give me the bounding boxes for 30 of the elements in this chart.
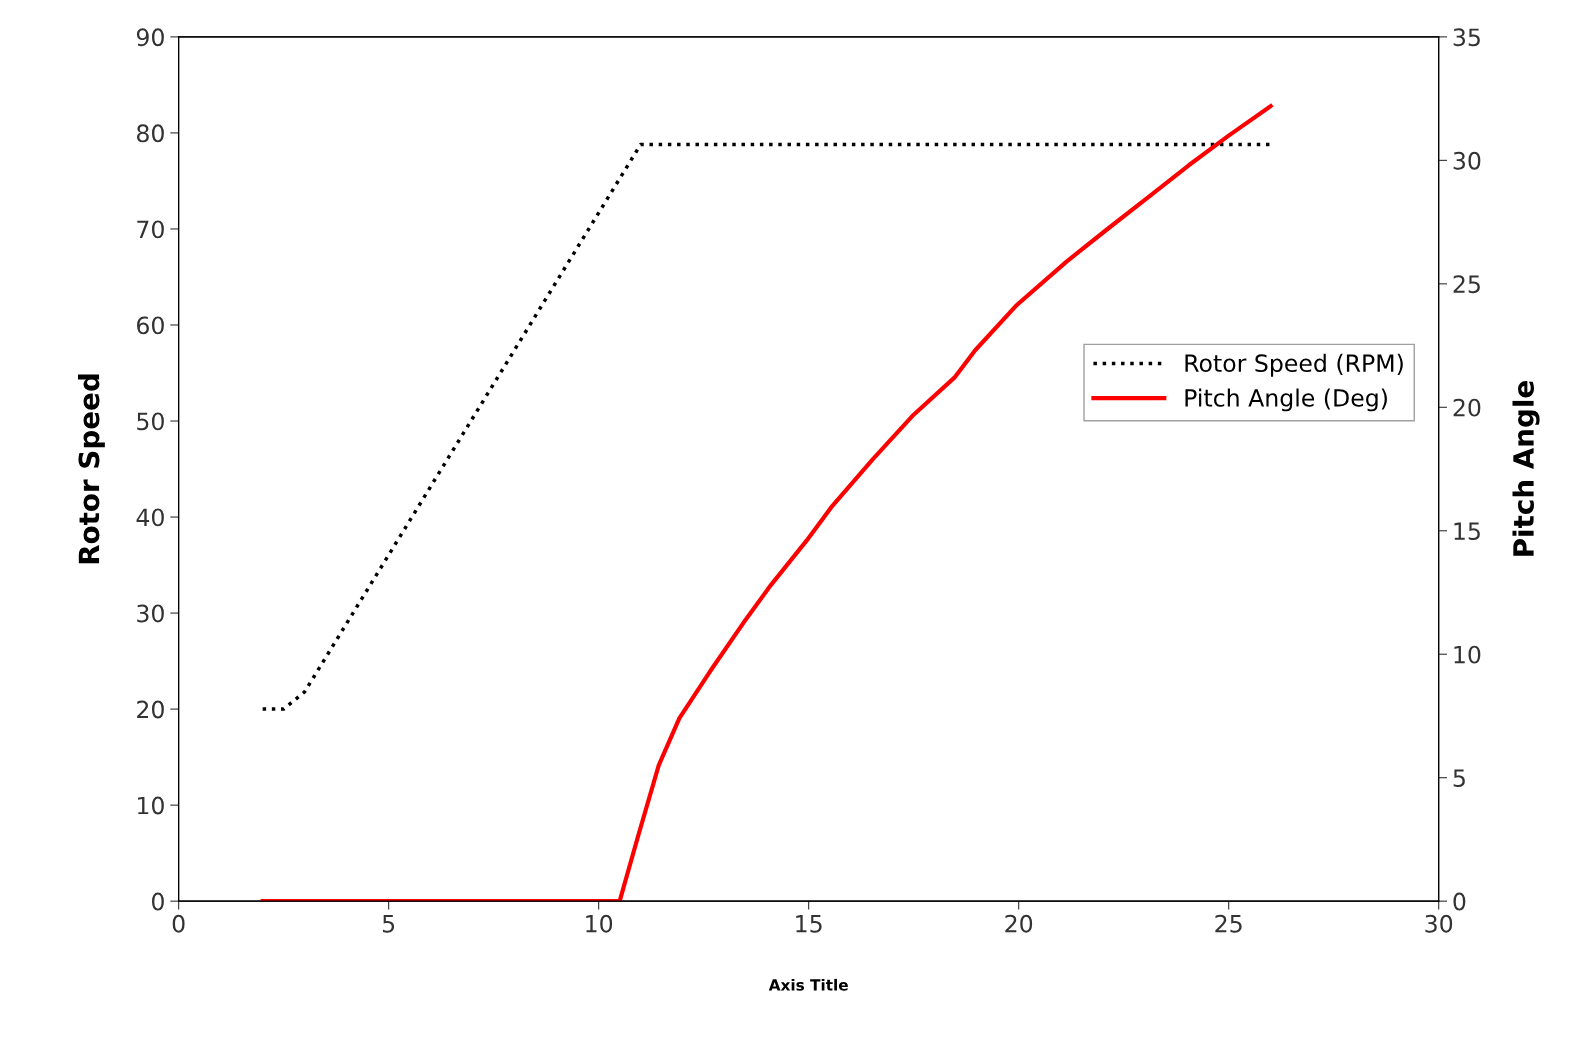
x-tick-label: 10 bbox=[586, 914, 613, 933]
legend-label: Rotor Speed (RPM) bbox=[1185, 353, 1403, 377]
legend-label: Pitch Angle (Deg) bbox=[1185, 388, 1387, 412]
x-axis-title: Axis Title bbox=[768, 978, 848, 991]
y2-tick-label: 0 bbox=[1453, 892, 1466, 911]
y-tick-label: 90 bbox=[136, 28, 164, 47]
y2-tick-label: 20 bbox=[1453, 398, 1481, 417]
y2-tick-label: 15 bbox=[1454, 522, 1480, 541]
x-tick-label: 0 bbox=[172, 914, 185, 933]
x-tick-label: 20 bbox=[1005, 914, 1033, 933]
x-tick-label: 5 bbox=[382, 915, 395, 933]
y2-axis-title: Pitch Angle bbox=[1512, 381, 1540, 556]
y-tick-label: 0 bbox=[151, 892, 164, 911]
x-tick-label: 30 bbox=[1425, 914, 1453, 933]
y-tick-label: 70 bbox=[137, 220, 164, 239]
y-tick-label: 40 bbox=[136, 508, 164, 527]
y-tick-label: 10 bbox=[137, 796, 164, 815]
y-tick-label: 20 bbox=[137, 700, 164, 719]
y2-tick-label: 10 bbox=[1454, 645, 1481, 664]
y-tick-label: 60 bbox=[137, 316, 164, 335]
y2-tick-label: 35 bbox=[1453, 28, 1480, 47]
y-tick-label: 80 bbox=[137, 124, 164, 143]
y2-tick-label: 5 bbox=[1453, 769, 1465, 788]
y-tick-label: 30 bbox=[137, 604, 164, 623]
x-tick-label: 15 bbox=[796, 915, 822, 933]
y-tick-label: 50 bbox=[137, 412, 164, 431]
y2-tick-label: 25 bbox=[1453, 275, 1480, 294]
y2-tick-label: 30 bbox=[1453, 151, 1481, 170]
x-tick-label: 25 bbox=[1215, 914, 1242, 933]
y-axis-title: Rotor Speed bbox=[77, 374, 105, 564]
